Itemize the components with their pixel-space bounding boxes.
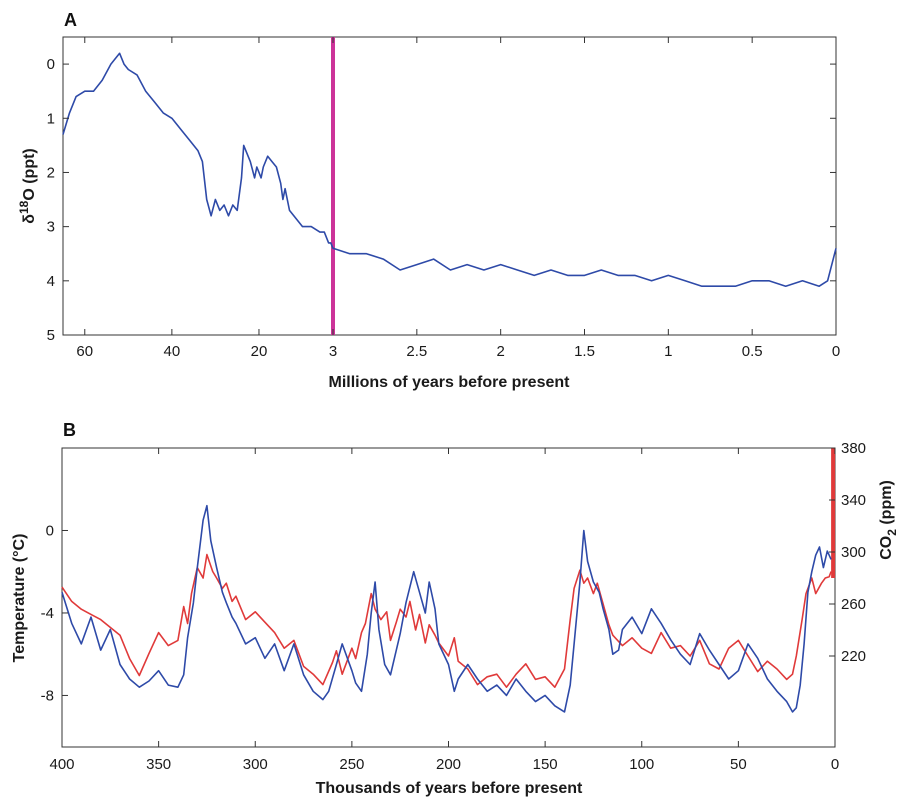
panel-b-right-y-tick-label: 340 bbox=[841, 492, 866, 509]
panel-a-x-tick-label: 2.5 bbox=[406, 343, 427, 360]
panel-b-x-tick-label: 100 bbox=[629, 756, 654, 773]
panel-b-left-y-tick-label: -8 bbox=[41, 687, 54, 704]
panel-b-x-tick-label: 250 bbox=[339, 756, 364, 773]
panel-a-y-tick-label: 5 bbox=[47, 327, 55, 344]
panel-a-label: A bbox=[64, 10, 77, 30]
panel-a-y-tick-label: 4 bbox=[47, 273, 55, 290]
panel-b-right-ylabel-suffix: (ppm) bbox=[878, 480, 895, 529]
panel-b-left-y-ticks: 0 -4 -8 bbox=[41, 522, 68, 704]
panel-b-right-y-ticks: 380 340 300 260 220 bbox=[829, 440, 866, 665]
panel-b-x-tick-label: 300 bbox=[243, 756, 268, 773]
panel-b-left-y-tick-label: -4 bbox=[41, 605, 54, 622]
panel-a-x-tick-label: 40 bbox=[164, 343, 181, 360]
panel-b-right-y-axis-label: CO2 (ppm) bbox=[878, 480, 899, 560]
panel-b-left-y-axis-label: Temperature (°C) bbox=[11, 534, 28, 663]
panel-b-right-y-tick-label: 260 bbox=[841, 596, 866, 613]
panel-a-ylabel-prefix: δ bbox=[21, 214, 38, 224]
panel-a-chart: 0 1 2 3 4 5 60 40 20 3 2.5 2 1.5 1 0.5 0 δ18O (ppt) Mi… bbox=[17, 36, 840, 391]
panel-a-series-line bbox=[62, 52, 837, 288]
panel-a-plot-frame bbox=[62, 36, 837, 336]
panel-a-x-tick-label: 1 bbox=[664, 343, 672, 360]
panel-a-y-tick-label: 0 bbox=[47, 56, 55, 73]
panel-a-x-tick-label: 3 bbox=[329, 343, 337, 360]
panel-a-x-ticks: 60 40 20 3 2.5 2 1.5 1 0.5 0 bbox=[76, 37, 840, 360]
panel-a-y-tick-label: 1 bbox=[47, 110, 55, 127]
panel-b-x-tick-label: 400 bbox=[49, 756, 74, 773]
panel-a-y-tick-label: 2 bbox=[47, 164, 55, 181]
panel-a-x-axis-label: Millions of years before present bbox=[329, 374, 571, 391]
panel-b-right-ylabel-subscript: 2 bbox=[885, 529, 899, 536]
panel-a-ylabel-suffix: O (ppt) bbox=[21, 148, 38, 200]
panel-b-x-tick-label: 0 bbox=[831, 756, 839, 773]
panel-a-y-ticks: 0 1 2 3 4 5 bbox=[47, 56, 836, 344]
panel-a-ylabel-superscript: 18 bbox=[17, 200, 31, 214]
panel-b-x-ticks: 400 350 300 250 200 150 100 50 0 bbox=[49, 448, 839, 773]
panel-b-label: B bbox=[63, 420, 76, 440]
panel-a-x-tick-label: 0.5 bbox=[742, 343, 763, 360]
panel-b-x-tick-label: 50 bbox=[730, 756, 747, 773]
panel-a-x-tick-label: 2 bbox=[496, 343, 504, 360]
panel-a-y-axis-label: δ18O (ppt) bbox=[17, 148, 38, 223]
panel-a-x-tick-label: 20 bbox=[251, 343, 268, 360]
panel-b-temperature-series-line bbox=[61, 504, 832, 713]
panel-b-co2-series-line bbox=[61, 553, 832, 689]
panel-b-right-ylabel-prefix: CO bbox=[878, 536, 895, 560]
panel-a-y-tick-label: 3 bbox=[47, 219, 55, 236]
panel-b-series-group bbox=[61, 448, 836, 713]
panel-b-x-tick-label: 350 bbox=[146, 756, 171, 773]
panel-a-series-group bbox=[62, 52, 837, 288]
panel-b-plot-frame bbox=[61, 447, 836, 748]
panel-b-x-tick-label: 200 bbox=[436, 756, 461, 773]
panel-a-x-tick-label: 0 bbox=[832, 343, 840, 360]
panel-a-x-tick-label: 1.5 bbox=[574, 343, 595, 360]
panel-a-x-tick-label: 60 bbox=[76, 343, 93, 360]
panel-b-right-y-tick-label: 380 bbox=[841, 440, 866, 457]
panel-b-x-axis-label: Thousands of years before present bbox=[316, 780, 583, 797]
panel-b-right-y-tick-label: 220 bbox=[841, 648, 866, 665]
panel-b-left-y-tick-label: 0 bbox=[46, 522, 54, 539]
panel-b-right-y-tick-label: 300 bbox=[841, 544, 866, 561]
panel-b-x-tick-label: 150 bbox=[533, 756, 558, 773]
